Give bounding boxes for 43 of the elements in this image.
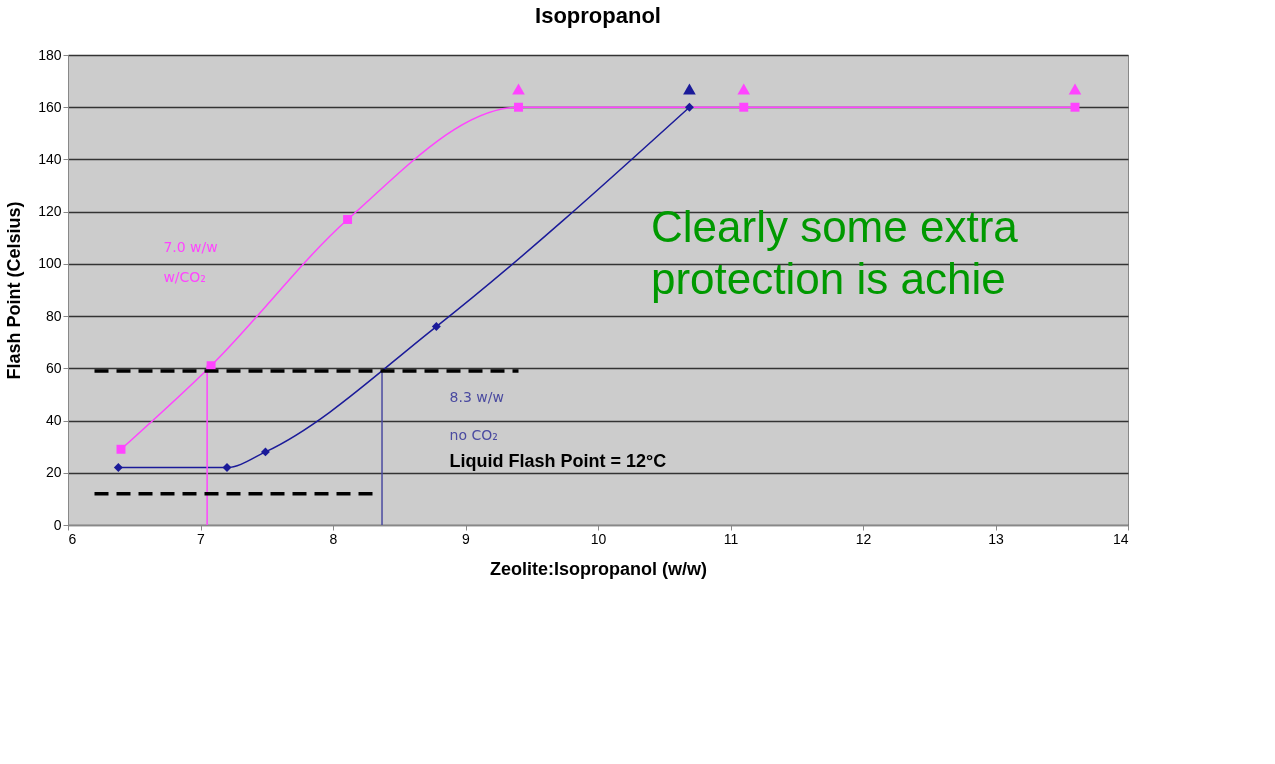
point xyxy=(343,215,353,224)
point xyxy=(116,444,126,454)
x-axis-title: Zeolite:Isopropanol (w/w) xyxy=(490,558,707,579)
y-tick-label: 180 xyxy=(38,46,62,63)
annotation: Liquid Flash Point = 12°C xyxy=(449,450,667,471)
x-tick-label: 6 xyxy=(68,530,77,547)
y-tick-label: 140 xyxy=(38,150,62,167)
point xyxy=(683,83,696,95)
point xyxy=(222,463,232,473)
point xyxy=(739,102,749,112)
annotation: 8.3 w/w xyxy=(449,389,504,406)
point xyxy=(113,463,123,473)
point xyxy=(512,83,525,95)
x-tick-label: 9 xyxy=(462,530,471,547)
point xyxy=(431,322,441,332)
y-tick-label: 60 xyxy=(45,359,62,376)
x-tick-label: 10 xyxy=(590,530,607,547)
y-tick-label: 80 xyxy=(45,307,62,324)
point xyxy=(260,447,270,457)
y-tick-label: 120 xyxy=(38,203,62,220)
x-tick-label: 8 xyxy=(329,530,338,547)
point xyxy=(514,102,523,112)
annotation: Clearly some extra xyxy=(651,201,1019,251)
y-tick-label: 40 xyxy=(45,412,62,429)
point xyxy=(1070,102,1080,112)
y-tick-label: 0 xyxy=(53,516,62,533)
annotation: 7.0 w/w xyxy=(163,238,218,255)
x-tick-label: 12 xyxy=(855,530,872,547)
y-axis-title: Flash Point (Celsius) xyxy=(4,201,25,380)
point xyxy=(737,83,751,95)
y-tick-label: 100 xyxy=(38,255,62,272)
point xyxy=(1068,83,1082,95)
y-tick-label: 20 xyxy=(45,464,62,481)
annotation: w/CO₂ xyxy=(163,269,206,286)
point xyxy=(684,102,694,112)
y-tick-label: 160 xyxy=(38,98,62,115)
chart-title: Isopropanol xyxy=(535,3,661,28)
annotation: protection is achie xyxy=(651,253,1006,303)
x-tick-label: 14 xyxy=(1112,530,1129,547)
x-tick-label: 7 xyxy=(197,530,206,547)
annotation: no CO₂ xyxy=(449,426,498,443)
x-tick-label: 13 xyxy=(988,530,1004,547)
x-tick-label: 11 xyxy=(723,530,739,547)
